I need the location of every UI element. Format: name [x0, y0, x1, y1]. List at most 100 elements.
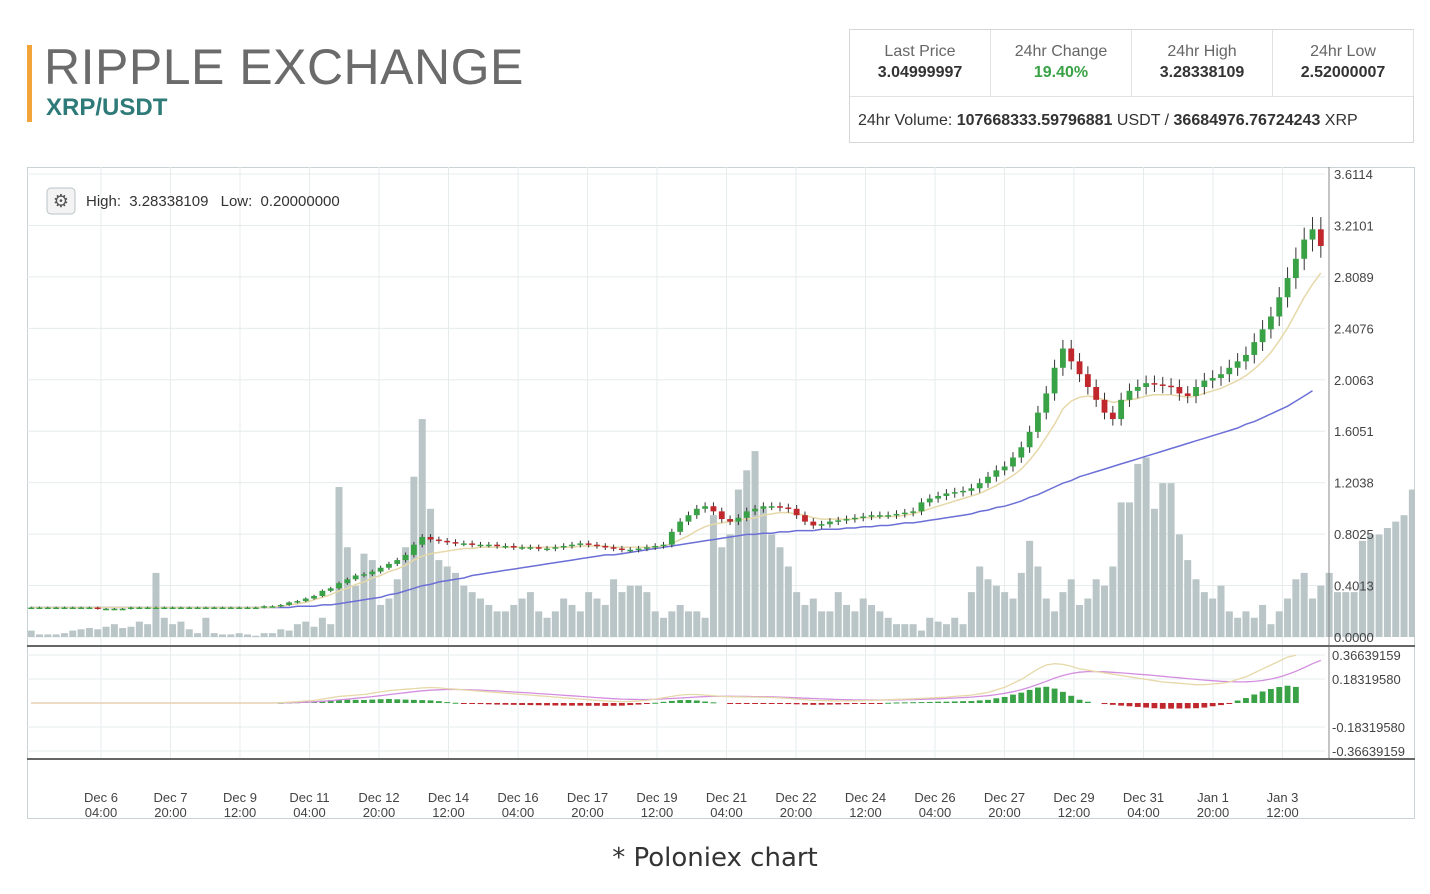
macd-histogram-bar	[860, 703, 867, 704]
price-tick-label: 3.6114	[1334, 167, 1373, 182]
candle-up	[178, 607, 184, 610]
volume-bar	[476, 598, 484, 637]
macd-histogram-bar	[1101, 703, 1108, 705]
volume-bar	[35, 634, 43, 637]
macd-histogram-bar	[444, 702, 451, 704]
candle-up	[976, 483, 983, 489]
time-tick-time: 20:00	[154, 805, 187, 819]
candle-up	[1309, 229, 1316, 240]
macd-histogram-bar	[1076, 699, 1083, 703]
volume-bar	[826, 611, 834, 637]
volume-bar	[1001, 592, 1009, 637]
macd-histogram-bar	[677, 700, 684, 703]
volume-bar	[1358, 540, 1366, 637]
candle-up	[169, 607, 176, 610]
candle-up	[119, 608, 126, 611]
macd-histogram-bar	[352, 699, 359, 703]
price-tick-label: 0.4013	[1334, 579, 1374, 594]
volume-bar	[302, 621, 310, 637]
volume-bar	[743, 470, 751, 637]
candle-up	[993, 470, 1000, 477]
chart-settings[interactable]: ⚙	[46, 187, 76, 215]
time-tick-time: 20:00	[780, 805, 813, 819]
volume-bar	[1150, 508, 1158, 637]
settings-button[interactable]	[46, 187, 76, 215]
price-chart[interactable]: 3.6114 3.2101 2.8089 2.4076 2.0063 1.6051 1.20…	[27, 167, 1425, 820]
macd-histogram-bar	[1276, 687, 1283, 703]
time-tick-day: Dec 26	[914, 790, 955, 805]
candle-up	[1268, 316, 1274, 330]
candle-up	[485, 544, 492, 547]
candle-up	[477, 544, 484, 547]
candle-up	[743, 511, 750, 518]
macd-histogram-bar	[527, 703, 534, 706]
candle-up	[1201, 380, 1208, 387]
volume-bar	[801, 604, 809, 637]
volume-bar	[1017, 572, 1025, 637]
macd-histogram-bar	[1218, 703, 1224, 706]
volume-bar	[626, 585, 634, 637]
volume-bar	[768, 534, 776, 637]
macd-histogram-bar	[1059, 691, 1066, 703]
candle-up	[261, 606, 268, 608]
macd-histogram-bar	[843, 703, 850, 705]
macd-histogram-bar	[1176, 703, 1183, 709]
volume-bar	[1117, 502, 1125, 637]
macd-histogram-bar	[344, 699, 351, 703]
candles	[28, 217, 1324, 611]
volume-bar	[618, 592, 626, 637]
volume-bar	[77, 629, 85, 637]
volume-bar	[285, 630, 293, 637]
candle-up	[352, 575, 359, 580]
macd-histogram-bar	[968, 701, 975, 703]
volume-bar	[1217, 585, 1225, 637]
volume-bar	[1101, 585, 1109, 637]
candle-up	[768, 506, 775, 508]
candle-up	[735, 517, 742, 522]
volume-bar	[1084, 598, 1092, 637]
volume-bar	[576, 611, 584, 637]
macd-histogram-bar	[1151, 703, 1158, 709]
macd-histogram-bar	[469, 703, 476, 704]
candle-up	[1043, 393, 1050, 413]
candle-down	[535, 547, 542, 549]
volume-bar	[94, 629, 102, 637]
volume-bar	[152, 572, 160, 637]
volume-bar	[343, 547, 351, 637]
stat-24hr-low: 24hr Low 2.52000007	[1273, 30, 1414, 96]
candle-up	[760, 506, 767, 509]
volume-bar	[551, 611, 559, 637]
candle-up	[668, 531, 675, 545]
volume-bar	[160, 617, 168, 637]
candle-down	[469, 543, 476, 545]
time-tick-time: 04:00	[1127, 805, 1160, 819]
volume-bar	[377, 604, 385, 637]
volume-bar	[759, 508, 767, 637]
volume-bar	[60, 633, 68, 637]
macd-histogram-bar	[660, 701, 667, 703]
macd-histogram-bar	[1143, 703, 1150, 708]
volume-bar	[510, 604, 518, 637]
candle-down	[793, 508, 800, 516]
macd-line	[31, 654, 1297, 704]
volume-bar	[1309, 598, 1317, 637]
volume-bar	[1225, 611, 1233, 637]
time-tick-day: Dec 31	[1123, 790, 1164, 805]
macd-histogram-bar	[327, 700, 334, 703]
candle-up	[1251, 342, 1258, 355]
macd-tick-label: 0.18319580	[1332, 672, 1401, 687]
volume-bar	[668, 611, 676, 637]
candle-up	[202, 607, 209, 610]
time-tick-day: Dec 9	[223, 790, 257, 805]
volume-bar	[452, 572, 460, 637]
volume-bar	[610, 579, 618, 637]
candle-up	[827, 521, 833, 525]
volume-bar	[493, 611, 501, 637]
volume-bar	[443, 566, 451, 637]
candle-down	[494, 544, 501, 547]
candle-up	[1010, 457, 1016, 467]
volume-bar	[1284, 598, 1292, 637]
macd-histogram-bar	[427, 700, 434, 703]
candle-up	[336, 583, 342, 589]
volume-bar	[1250, 617, 1258, 637]
